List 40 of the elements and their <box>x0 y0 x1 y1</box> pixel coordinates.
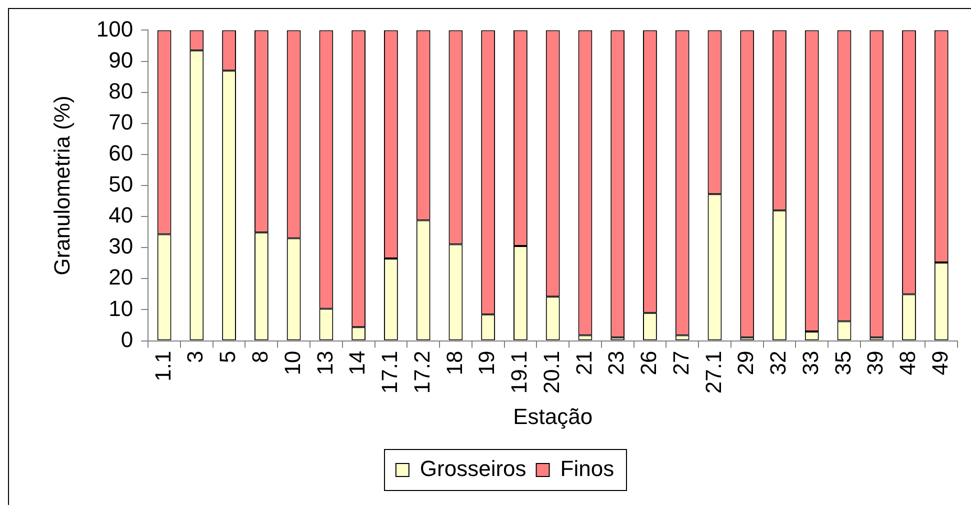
y-tick-label: 80 <box>108 78 134 104</box>
y-tick-label: 50 <box>108 172 134 197</box>
y-tick-label: 70 <box>108 109 134 134</box>
y-tick-label: 10 <box>108 296 134 321</box>
y-tick-label: 30 <box>108 234 134 259</box>
x-tick-label: 13 <box>312 350 338 376</box>
x-axis-title: Estação <box>513 404 593 429</box>
y-axis-title: Granulometria (%) <box>49 96 74 276</box>
legend-label: Grosseiros <box>420 456 526 482</box>
y-tick-label: 60 <box>108 140 134 166</box>
x-tick-label: 32 <box>766 350 791 376</box>
x-tick-label: 10 <box>280 350 305 376</box>
y-tick-label: 100 <box>96 16 134 42</box>
x-tick-label: 8 <box>247 350 272 364</box>
x-tick-label: 17.1 <box>377 350 402 394</box>
y-tick-label: 90 <box>108 47 134 72</box>
x-tick-label: 17.2 <box>409 350 434 394</box>
legend-label: Finos <box>560 456 614 482</box>
x-tick-label: 27 <box>668 350 694 376</box>
y-tick-label: 40 <box>108 202 134 228</box>
x-tick-label: 23 <box>604 350 629 376</box>
x-tick-label: 3 <box>182 350 208 364</box>
x-tick-label: 14 <box>344 350 370 376</box>
x-tick-label: 35 <box>830 350 856 376</box>
x-tick-label: 49 <box>927 350 952 376</box>
x-tick-label: 27.1 <box>700 350 726 394</box>
x-tick-label: 1.1 <box>150 350 176 382</box>
x-tick-label: 19 <box>474 350 500 376</box>
x-tick-label: 26 <box>636 350 662 376</box>
x-tick-label: 21 <box>571 350 596 376</box>
x-tick-label: 19.1 <box>506 350 532 394</box>
x-tick-label: 29 <box>733 350 758 376</box>
x-tick-label: 33 <box>798 350 823 376</box>
x-tick-label: 5 <box>215 350 240 364</box>
y-tick-label: 20 <box>108 264 134 290</box>
y-tick-label: 0 <box>120 326 134 352</box>
x-tick-label: 18 <box>442 350 467 376</box>
x-tick-label: 39 <box>862 350 888 376</box>
x-tick-label: 48 <box>895 350 920 376</box>
x-tick-label: 20.1 <box>538 350 564 394</box>
